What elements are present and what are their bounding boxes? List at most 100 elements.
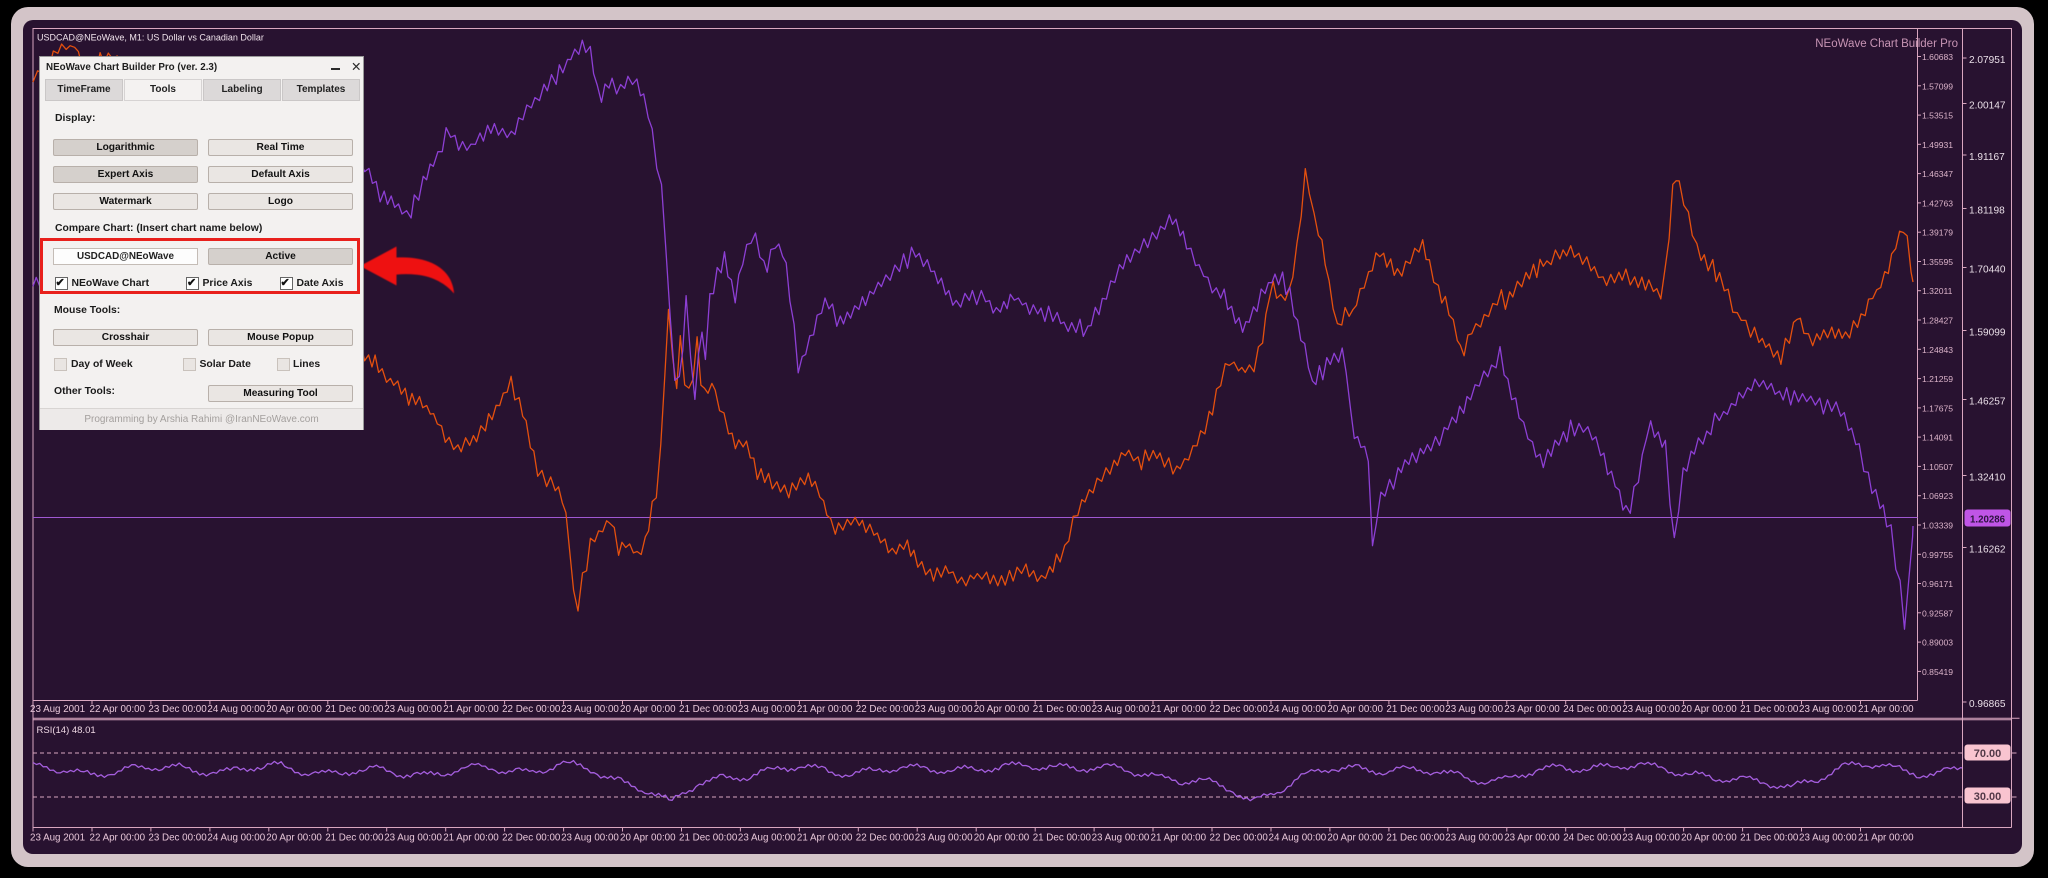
svg-text:1.24843: 1.24843 bbox=[1922, 345, 1953, 355]
svg-text:22 Dec 00:00: 22 Dec 00:00 bbox=[856, 833, 915, 844]
svg-text:24 Aug 00:00: 24 Aug 00:00 bbox=[1269, 833, 1327, 844]
svg-text:22 Apr 00:00: 22 Apr 00:00 bbox=[90, 704, 146, 715]
svg-text:1.06923: 1.06923 bbox=[1922, 491, 1953, 501]
svg-text:0.96865: 0.96865 bbox=[1969, 699, 2006, 710]
svg-text:22 Dec 00:00: 22 Dec 00:00 bbox=[856, 704, 915, 715]
svg-text:24 Aug 00:00: 24 Aug 00:00 bbox=[1269, 704, 1327, 715]
svg-text:23 Aug 00:00: 23 Aug 00:00 bbox=[1799, 704, 1857, 715]
svg-text:23 Aug 00:00: 23 Aug 00:00 bbox=[915, 833, 973, 844]
svg-text:21 Dec 00:00: 21 Dec 00:00 bbox=[1386, 704, 1445, 715]
svg-text:23 Aug 00:00: 23 Aug 00:00 bbox=[1445, 833, 1503, 844]
svg-text:20 Apr 00:00: 20 Apr 00:00 bbox=[1327, 704, 1383, 715]
svg-text:21 Dec 00:00: 21 Dec 00:00 bbox=[1386, 833, 1445, 844]
svg-text:1.91167: 1.91167 bbox=[1969, 152, 2005, 163]
svg-text:1.70440: 1.70440 bbox=[1969, 265, 2006, 276]
svg-text:1.32410: 1.32410 bbox=[1969, 473, 2006, 484]
svg-text:1.16262: 1.16262 bbox=[1969, 545, 2006, 556]
svg-text:NEoWave Chart Builder Pro: NEoWave Chart Builder Pro bbox=[1815, 38, 1958, 50]
svg-text:1.20286: 1.20286 bbox=[1970, 515, 2006, 526]
svg-text:24 Aug 00:00: 24 Aug 00:00 bbox=[207, 704, 265, 715]
svg-text:24 Dec 00:00: 24 Dec 00:00 bbox=[1563, 833, 1622, 844]
svg-text:23 Aug 00:00: 23 Aug 00:00 bbox=[384, 704, 442, 715]
svg-text:21 Dec 00:00: 21 Dec 00:00 bbox=[325, 704, 384, 715]
svg-text:0.92587: 0.92587 bbox=[1922, 608, 1953, 618]
svg-text:23 Apr 00:00: 23 Apr 00:00 bbox=[1504, 704, 1560, 715]
svg-text:20 Apr 00:00: 20 Apr 00:00 bbox=[974, 704, 1030, 715]
svg-text:1.46257: 1.46257 bbox=[1969, 397, 2006, 408]
svg-text:1.32011: 1.32011 bbox=[1922, 286, 1953, 296]
svg-text:1.49931: 1.49931 bbox=[1922, 140, 1953, 150]
svg-text:21 Dec 00:00: 21 Dec 00:00 bbox=[1033, 704, 1092, 715]
svg-text:24 Aug 00:00: 24 Aug 00:00 bbox=[207, 833, 265, 844]
svg-text:21 Dec 00:00: 21 Dec 00:00 bbox=[1740, 833, 1799, 844]
svg-text:23 Aug 00:00: 23 Aug 00:00 bbox=[1622, 833, 1680, 844]
svg-text:23 Dec 00:00: 23 Dec 00:00 bbox=[148, 704, 207, 715]
svg-text:21 Apr 00:00: 21 Apr 00:00 bbox=[1858, 833, 1914, 844]
svg-text:22 Dec 00:00: 22 Dec 00:00 bbox=[502, 833, 561, 844]
svg-text:1.03339: 1.03339 bbox=[1922, 521, 1953, 531]
svg-text:RSI(14) 48.01: RSI(14) 48.01 bbox=[37, 725, 96, 736]
svg-text:23 Aug 00:00: 23 Aug 00:00 bbox=[738, 833, 796, 844]
svg-text:23 Aug 00:00: 23 Aug 00:00 bbox=[1092, 833, 1150, 844]
svg-text:1.39179: 1.39179 bbox=[1922, 228, 1953, 238]
svg-text:23 Aug 00:00: 23 Aug 00:00 bbox=[738, 704, 796, 715]
svg-text:0.96171: 0.96171 bbox=[1922, 579, 1953, 589]
svg-text:23 Aug 00:00: 23 Aug 00:00 bbox=[561, 833, 619, 844]
svg-text:20 Apr 00:00: 20 Apr 00:00 bbox=[266, 704, 322, 715]
svg-text:2.07951: 2.07951 bbox=[1969, 55, 2006, 66]
svg-text:2.00147: 2.00147 bbox=[1969, 101, 2006, 112]
svg-text:23 Aug 00:00: 23 Aug 00:00 bbox=[561, 704, 619, 715]
svg-text:22 Dec 00:00: 22 Dec 00:00 bbox=[1210, 833, 1269, 844]
svg-text:21 Dec 00:00: 21 Dec 00:00 bbox=[325, 833, 384, 844]
svg-text:20 Apr 00:00: 20 Apr 00:00 bbox=[620, 833, 676, 844]
svg-text:21 Dec 00:00: 21 Dec 00:00 bbox=[1033, 833, 1092, 844]
svg-text:23 Aug 00:00: 23 Aug 00:00 bbox=[1622, 704, 1680, 715]
svg-text:22 Apr 00:00: 22 Apr 00:00 bbox=[90, 833, 146, 844]
svg-text:0.89003: 0.89003 bbox=[1922, 638, 1953, 648]
svg-text:1.53515: 1.53515 bbox=[1922, 111, 1953, 121]
svg-text:1.46347: 1.46347 bbox=[1922, 169, 1953, 179]
svg-text:23 Aug 00:00: 23 Aug 00:00 bbox=[1799, 833, 1857, 844]
svg-text:21 Apr 00:00: 21 Apr 00:00 bbox=[443, 704, 499, 715]
svg-text:21 Apr 00:00: 21 Apr 00:00 bbox=[1151, 833, 1207, 844]
svg-text:21 Dec 00:00: 21 Dec 00:00 bbox=[1740, 704, 1799, 715]
svg-text:1.81198: 1.81198 bbox=[1969, 206, 2005, 217]
svg-text:0.85419: 0.85419 bbox=[1922, 667, 1953, 677]
svg-text:20 Apr 00:00: 20 Apr 00:00 bbox=[266, 833, 322, 844]
svg-text:22 Dec 00:00: 22 Dec 00:00 bbox=[502, 704, 561, 715]
svg-text:21 Apr 00:00: 21 Apr 00:00 bbox=[797, 833, 853, 844]
svg-text:23 Dec 00:00: 23 Dec 00:00 bbox=[148, 833, 207, 844]
svg-text:21 Apr 00:00: 21 Apr 00:00 bbox=[443, 833, 499, 844]
svg-text:1.21259: 1.21259 bbox=[1922, 374, 1953, 384]
svg-text:20 Apr 00:00: 20 Apr 00:00 bbox=[1327, 833, 1383, 844]
svg-text:1.60683: 1.60683 bbox=[1922, 52, 1953, 62]
svg-text:1.57099: 1.57099 bbox=[1922, 81, 1953, 91]
svg-text:23 Aug 00:00: 23 Aug 00:00 bbox=[1092, 704, 1150, 715]
svg-text:21 Apr 00:00: 21 Apr 00:00 bbox=[1858, 704, 1914, 715]
svg-text:30.00: 30.00 bbox=[1974, 791, 2002, 803]
svg-text:21 Apr 00:00: 21 Apr 00:00 bbox=[1151, 704, 1207, 715]
svg-text:20 Apr 00:00: 20 Apr 00:00 bbox=[1681, 833, 1737, 844]
svg-text:23 Aug 2001: 23 Aug 2001 bbox=[30, 704, 85, 715]
svg-text:USDCAD@NEoWave, M1: US Dollar: USDCAD@NEoWave, M1: US Dollar vs Canadia… bbox=[37, 33, 264, 43]
svg-text:1.17675: 1.17675 bbox=[1922, 403, 1953, 413]
svg-text:23 Aug 00:00: 23 Aug 00:00 bbox=[1445, 704, 1503, 715]
svg-text:1.42763: 1.42763 bbox=[1922, 198, 1953, 208]
svg-text:23 Aug 2001: 23 Aug 2001 bbox=[30, 833, 85, 844]
svg-text:23 Aug 00:00: 23 Aug 00:00 bbox=[915, 704, 973, 715]
svg-text:0.99755: 0.99755 bbox=[1922, 550, 1953, 560]
svg-text:70.00: 70.00 bbox=[1974, 748, 2002, 760]
svg-text:1.35595: 1.35595 bbox=[1922, 257, 1953, 267]
svg-text:21 Apr 00:00: 21 Apr 00:00 bbox=[797, 704, 853, 715]
svg-text:21 Dec 00:00: 21 Dec 00:00 bbox=[679, 833, 738, 844]
svg-text:20 Apr 00:00: 20 Apr 00:00 bbox=[974, 833, 1030, 844]
svg-text:20 Apr 00:00: 20 Apr 00:00 bbox=[620, 704, 676, 715]
svg-text:1.10507: 1.10507 bbox=[1922, 462, 1953, 472]
svg-text:22 Dec 00:00: 22 Dec 00:00 bbox=[1210, 704, 1269, 715]
svg-text:21 Dec 00:00: 21 Dec 00:00 bbox=[679, 704, 738, 715]
svg-text:1.59099: 1.59099 bbox=[1969, 328, 2006, 339]
svg-text:1.28427: 1.28427 bbox=[1922, 316, 1953, 326]
svg-text:23 Apr 00:00: 23 Apr 00:00 bbox=[1504, 833, 1560, 844]
svg-text:23 Aug 00:00: 23 Aug 00:00 bbox=[384, 833, 442, 844]
svg-text:1.14091: 1.14091 bbox=[1922, 433, 1953, 443]
